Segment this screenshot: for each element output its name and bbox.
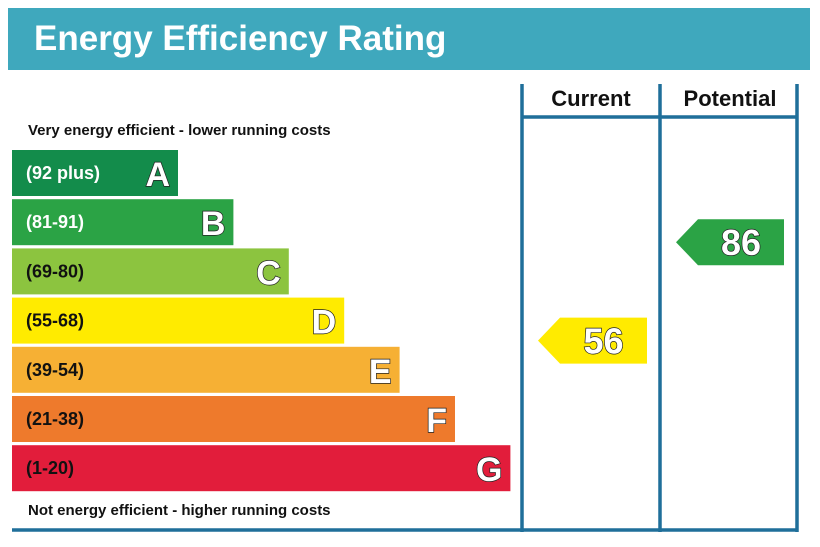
band-letter: D: [312, 304, 337, 342]
bottom-note: Not energy efficient - higher running co…: [28, 502, 331, 519]
potential-rating-arrow: 86: [676, 219, 784, 266]
band-range: (81-91): [26, 212, 84, 232]
band-bar: [12, 346, 400, 393]
chart-title: Energy Efficiency Rating: [34, 19, 446, 58]
top-note: Very energy efficient - lower running co…: [28, 122, 331, 139]
band-letter: A: [145, 156, 170, 194]
potential-rating-value: 86: [721, 222, 761, 263]
band-bar: [12, 150, 178, 196]
band-a: (92 plus) A: [12, 150, 178, 196]
band-b: (81-91) B: [12, 199, 234, 246]
column-header-potential: Potential: [684, 86, 777, 111]
band-range: (1-20): [26, 458, 74, 478]
current-arrow-shape: [538, 317, 647, 364]
band-f: (21-38) F: [12, 396, 455, 442]
band-bar: [12, 199, 234, 246]
band-bar: [12, 297, 345, 344]
band-g: (1-20) G: [12, 445, 511, 492]
current-rating-value: 56: [583, 321, 623, 362]
band-bar: [12, 396, 455, 442]
band-bar: [12, 248, 289, 295]
band-d: (55-68) D: [12, 297, 345, 344]
column-header-current: Current: [551, 86, 631, 111]
band-range: (69-80): [26, 261, 84, 281]
title-bar: [8, 8, 810, 70]
band-range: (21-38): [26, 409, 84, 429]
band-e: (39-54) E: [12, 346, 400, 393]
band-letter: F: [426, 402, 447, 440]
band-c: (69-80) C: [12, 248, 289, 295]
band-letter: C: [256, 254, 281, 292]
table-lines: [12, 84, 799, 532]
band-letter: B: [201, 205, 226, 243]
band-letter: G: [476, 451, 502, 489]
potential-arrow-shape: [676, 219, 784, 266]
band-range: (55-68): [26, 311, 84, 331]
current-rating-arrow: 56: [538, 317, 647, 364]
band-range: (39-54): [26, 360, 84, 380]
band-bar: [12, 445, 511, 492]
band-range: (92 plus): [26, 163, 100, 183]
band-letter: E: [369, 353, 392, 391]
